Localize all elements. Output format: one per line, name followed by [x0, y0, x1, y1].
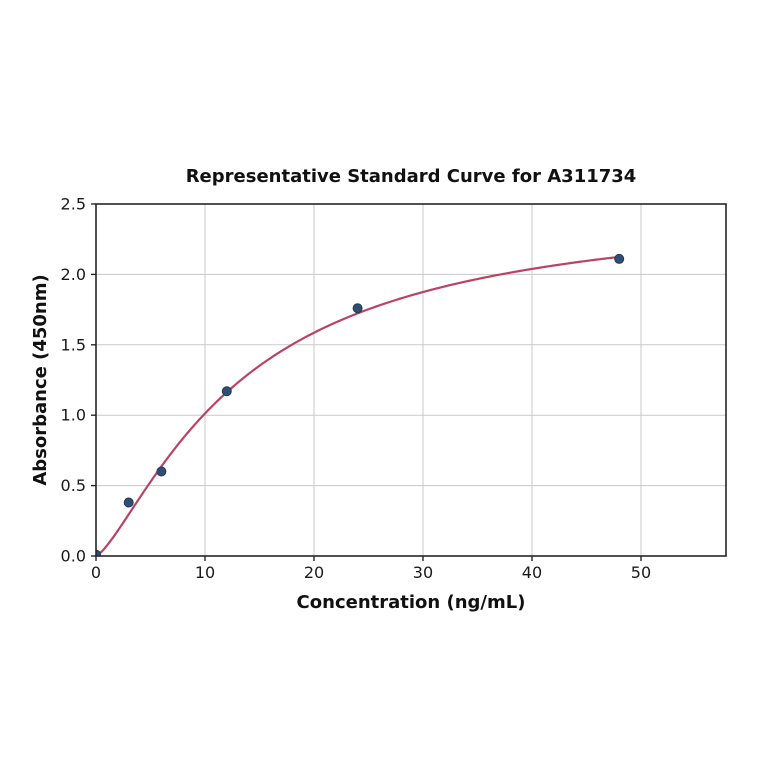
x-tick-label: 40: [522, 563, 542, 582]
data-points-layer: [96, 253, 625, 556]
y-tick-label: 2.0: [61, 265, 86, 284]
x-tick-label: 0: [91, 563, 101, 582]
data-point-marker: [352, 303, 363, 314]
x-tick-label: 20: [304, 563, 324, 582]
y-tick-label: 1.5: [61, 335, 86, 354]
y-axis-label: Absorbance (450nm): [30, 274, 51, 485]
x-axis-label: Concentration (ng/mL): [297, 592, 526, 613]
fit-curve: [96, 255, 621, 556]
axis-ticks: [91, 203, 642, 561]
data-point-marker: [614, 253, 625, 264]
data-point-marker: [221, 386, 232, 397]
y-tick-label: 2.5: [61, 195, 86, 214]
data-point-marker: [123, 497, 134, 508]
x-tick-label: 50: [631, 563, 651, 582]
y-tick-label: 1.0: [61, 406, 86, 425]
grid-lines: [95, 203, 726, 557]
fit-curve-layer: [96, 255, 621, 556]
chart-title: Representative Standard Curve for A31173…: [186, 166, 637, 187]
tick-labels: 0 10 20 30 40 50 0.0 0.5 1.0 1.5 2.0 2.5: [61, 195, 652, 583]
data-point-marker: [96, 549, 101, 556]
y-tick-label: 0.0: [61, 547, 86, 566]
x-tick-label: 10: [195, 563, 215, 582]
x-tick-label: 30: [413, 563, 433, 582]
y-tick-label: 0.5: [61, 476, 86, 495]
plot-spines: [95, 203, 727, 557]
data-point-marker: [156, 466, 167, 477]
